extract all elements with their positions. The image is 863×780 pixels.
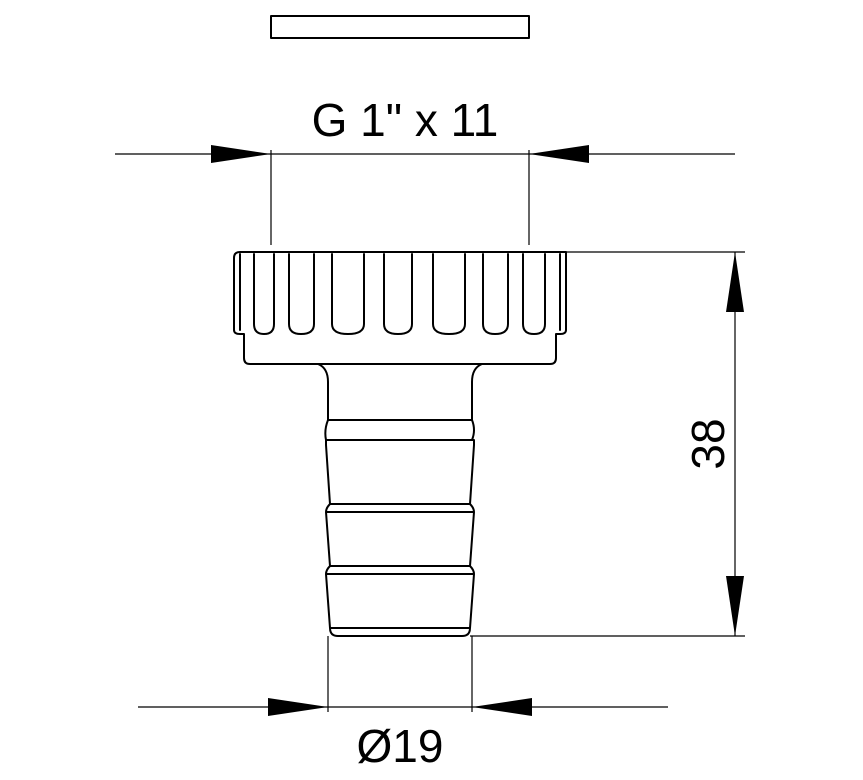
thread-arrow-left bbox=[211, 145, 271, 163]
height-dimension: 38 bbox=[470, 251, 745, 637]
diameter-arrow-right bbox=[472, 698, 532, 716]
gasket-washer bbox=[270, 15, 530, 39]
height-arrow-top bbox=[726, 252, 744, 312]
nut-knurl-flutes bbox=[239, 253, 561, 335]
diameter-dimension: Ø19 bbox=[138, 636, 668, 772]
height-dimension-label: 38 bbox=[682, 418, 734, 469]
thread-arrow-right bbox=[529, 145, 589, 163]
connector-neck bbox=[317, 363, 483, 421]
hose-tail-barbs bbox=[324, 419, 475, 637]
thread-dimension: G 1" x 11 bbox=[115, 94, 735, 245]
diameter-arrow-left bbox=[268, 698, 328, 716]
height-arrow-bottom bbox=[726, 576, 744, 636]
connector-body bbox=[233, 251, 567, 637]
thread-dimension-label: G 1" x 11 bbox=[312, 94, 499, 146]
diameter-dimension-label: Ø19 bbox=[357, 720, 444, 772]
nut-outline bbox=[233, 251, 567, 365]
